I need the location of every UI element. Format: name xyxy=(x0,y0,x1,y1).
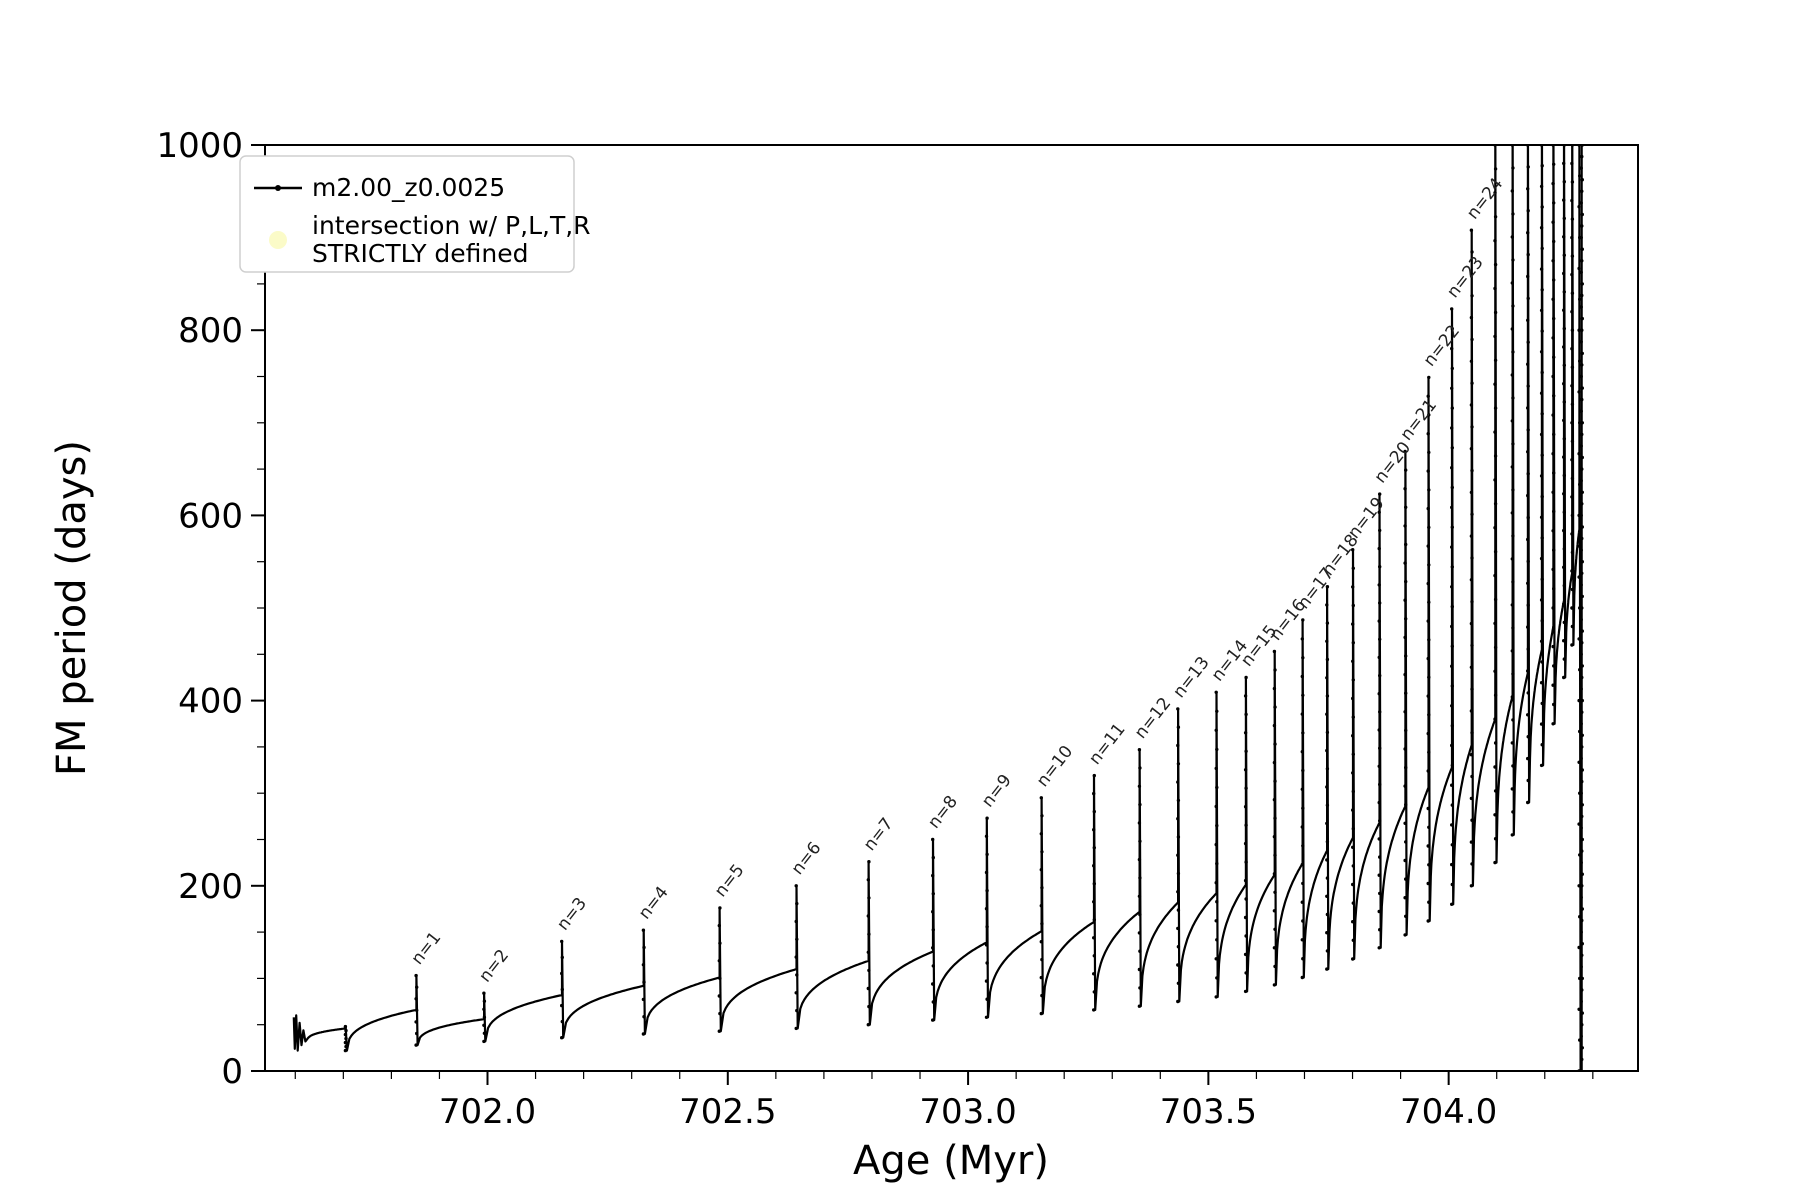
pulse-label: n=22 xyxy=(1420,321,1464,370)
data-series xyxy=(292,145,1585,1071)
legend-entry-model: m2.00_z0.0025 xyxy=(254,173,505,202)
pulse-label: n=11 xyxy=(1085,720,1129,769)
pulse-label: n=4 xyxy=(635,883,673,924)
legend-intersection-marker xyxy=(269,231,287,249)
y-tick-label: 400 xyxy=(178,682,243,722)
y-tick-label: 200 xyxy=(178,867,243,907)
pulse-label: n=3 xyxy=(553,894,591,935)
legend: m2.00_z0.0025 intersection w/ P,L,T,R ST… xyxy=(239,155,599,273)
legend-label-intersection: intersection w/ P,L,T,R STRICTLY defined xyxy=(312,211,599,268)
series-line xyxy=(292,145,1582,1071)
legend-dot-marker xyxy=(275,185,281,191)
pulse-label: n=8 xyxy=(924,792,962,833)
legend-entry-intersection: intersection w/ P,L,T,R STRICTLY defined xyxy=(269,211,599,268)
pulse-label: n=10 xyxy=(1033,742,1077,791)
pulse-label: n=1 xyxy=(408,928,446,969)
y-axis-label: FM period (days) xyxy=(49,440,95,776)
axes-ticks: 702.0 702.5 703.0 703.5 704.0 0 200 400 600 800 10… xyxy=(156,126,1594,1132)
x-tick-label: 704.0 xyxy=(1400,1092,1497,1132)
pulse-label: n=21 xyxy=(1397,396,1441,445)
pulse-label: n=6 xyxy=(788,838,826,879)
y-tick-label: 600 xyxy=(178,496,243,536)
legend-label-model: m2.00_z0.0025 xyxy=(312,173,505,202)
pulse-label: n=12 xyxy=(1131,694,1175,743)
y-tick-label: 800 xyxy=(178,311,243,351)
x-axis-label: Age (Myr) xyxy=(853,1138,1049,1184)
x-tick-label: 703.0 xyxy=(919,1092,1016,1132)
plot-border xyxy=(264,144,1639,1072)
pulse-label: n=9 xyxy=(978,771,1016,812)
pulse-label: n=5 xyxy=(711,861,749,902)
pulse-label: n=2 xyxy=(475,946,513,987)
pulse-label: n=23 xyxy=(1443,253,1487,302)
pulse-label: n=24 xyxy=(1463,174,1507,223)
pulse-label: n=13 xyxy=(1169,653,1213,702)
y-tick-label: 0 xyxy=(221,1052,243,1092)
pulse-label: n=7 xyxy=(860,814,898,855)
x-tick-label: 702.0 xyxy=(439,1092,536,1132)
legend-box xyxy=(239,155,575,273)
y-tick-label: 1000 xyxy=(156,126,243,166)
x-tick-label: 702.5 xyxy=(679,1092,776,1132)
pulse-label: n=19 xyxy=(1344,494,1388,543)
series-markers xyxy=(343,145,1585,1071)
pulse-label: n=20 xyxy=(1371,438,1415,487)
x-tick-label: 703.5 xyxy=(1160,1092,1257,1132)
